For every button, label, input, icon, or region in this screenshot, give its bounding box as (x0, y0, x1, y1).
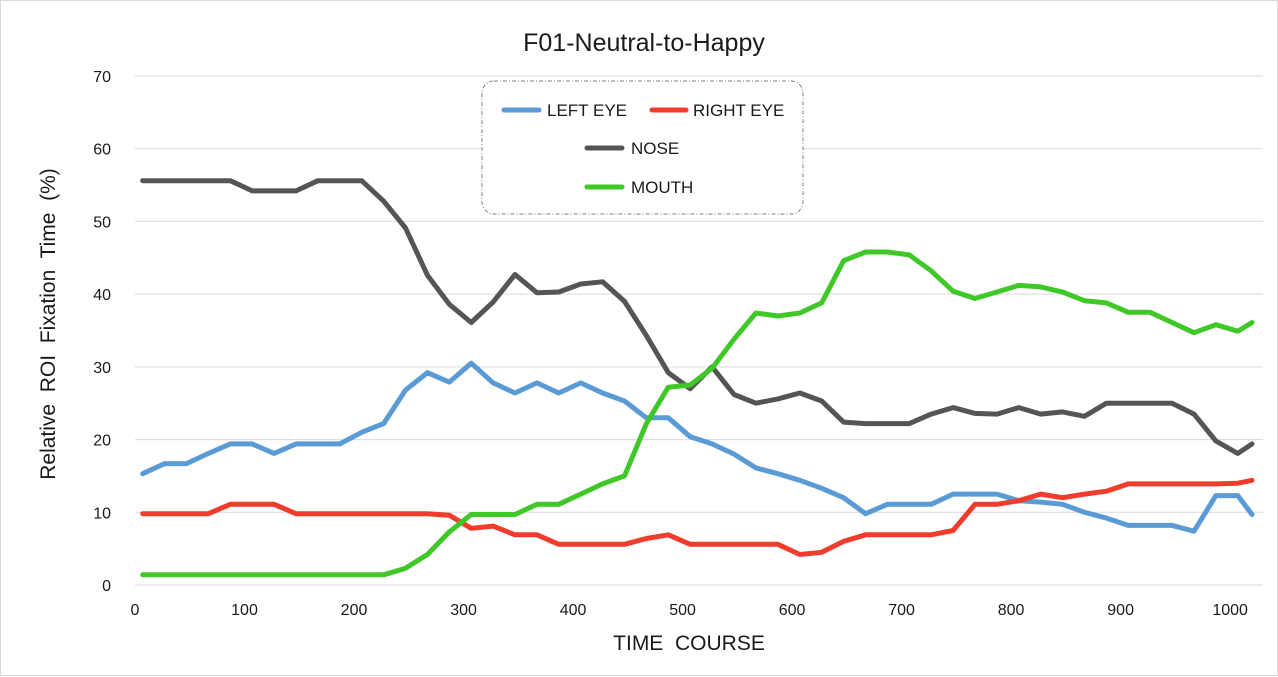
legend-label-left-eye: LEFT EYE (547, 101, 627, 120)
legend-box (481, 80, 804, 215)
y-tick-label: 40 (93, 287, 111, 304)
y-tick-label: 70 (93, 69, 111, 86)
x-tick-label: 400 (560, 602, 587, 619)
legend-items: LEFT EYE RIGHT EYE NOSE MOUTH (501, 101, 784, 197)
x-tick-label: 500 (669, 602, 696, 619)
legend: LEFT EYE RIGHT EYE NOSE MOUTH (481, 80, 804, 215)
x-axis-title: TIME COURSE (613, 632, 765, 655)
y-axis-title: Relative ROI Fixation Time (%) (37, 168, 60, 480)
x-tick-label: 300 (450, 602, 477, 619)
x-tick-label: 700 (888, 602, 915, 619)
x-tick-label: 900 (1107, 602, 1134, 619)
chart-title: F01-Neutral-to-Happy (523, 29, 765, 57)
y-tick-label: 10 (93, 505, 111, 522)
series-line-left-eye (140, 360, 1255, 534)
y-tick-label: 0 (102, 578, 111, 595)
x-tick-label: 600 (779, 602, 806, 619)
y-tick-label: 50 (93, 214, 111, 231)
x-tick-label: 0 (131, 602, 140, 619)
series-line-mouth (140, 249, 1255, 578)
legend-label-nose: NOSE (631, 139, 679, 158)
x-tick-label: 100 (231, 602, 258, 619)
y-tick-label: 60 (93, 142, 111, 159)
y-tick-label: 30 (93, 360, 111, 377)
legend-label-right-eye: RIGHT EYE (693, 101, 784, 120)
y-tick-label: 20 (93, 433, 111, 450)
x-tick-label: 200 (341, 602, 368, 619)
legend-label-mouth: MOUTH (631, 178, 693, 197)
x-tick-label: 800 (998, 602, 1025, 619)
x-tick-label: 1000 (1212, 602, 1248, 619)
series-line-right-eye (140, 477, 1255, 557)
series-lines (140, 178, 1255, 578)
